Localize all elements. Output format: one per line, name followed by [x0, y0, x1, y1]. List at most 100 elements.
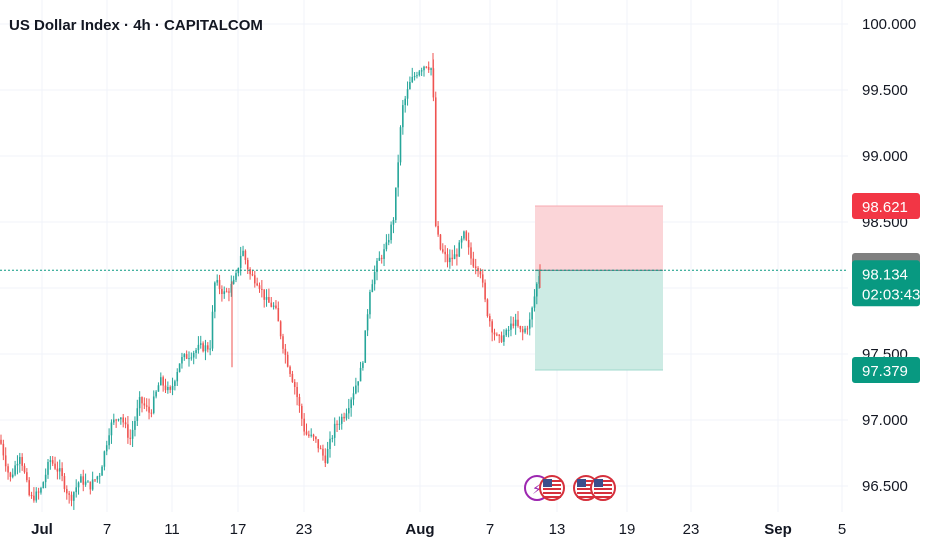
candle-body: [345, 413, 348, 419]
stop-loss-zone[interactable]: [535, 206, 663, 271]
us-flag-icon[interactable]: [590, 475, 616, 501]
candle-body: [322, 448, 324, 456]
candle-body: [16, 463, 19, 466]
time-axis[interactable]: Jul 7 11 17 23 Aug 7 13 19 23 Sep 5: [31, 521, 846, 538]
candle-body: [246, 259, 249, 270]
stop-loss-badge-text: 98.621: [862, 199, 908, 216]
time-tick-label: Jul: [31, 521, 53, 538]
candle-body: [479, 271, 482, 275]
candle-body: [477, 268, 479, 272]
candle-body: [291, 373, 294, 382]
candle-body: [75, 487, 77, 493]
candle-body: [392, 219, 395, 225]
candle-body: [348, 407, 350, 414]
candle-body: [371, 284, 374, 293]
candle-body: [30, 495, 33, 497]
candle-body: [446, 254, 449, 263]
candle-body: [514, 319, 517, 326]
price-tick-label: 96.500: [862, 478, 908, 495]
candle-body: [7, 466, 9, 473]
candle-body: [270, 302, 273, 307]
event-glyph-icon: ⚡: [532, 482, 542, 498]
candle-body: [357, 381, 359, 386]
candle-body: [164, 385, 167, 391]
candle-body: [298, 397, 301, 406]
candle-body: [481, 274, 484, 283]
candle-body: [209, 348, 211, 350]
candle-body: [517, 319, 519, 326]
candle-body: [467, 240, 470, 248]
candle-body: [49, 460, 52, 462]
candle-body: [223, 291, 226, 294]
candle-body: [82, 476, 85, 485]
candle-body: [174, 381, 176, 386]
time-tick-label: 23: [296, 521, 313, 538]
candle-body: [423, 66, 425, 71]
candle-body: [456, 254, 458, 257]
candle-body: [80, 476, 82, 483]
candle-body: [500, 335, 503, 342]
candle-body: [141, 397, 143, 404]
candle-body: [282, 336, 284, 349]
time-tick-label: 5: [838, 521, 846, 538]
event-icons[interactable]: ⚡: [524, 475, 616, 501]
candle-body: [190, 357, 193, 359]
candle-body: [47, 461, 49, 475]
candle-body: [383, 249, 385, 259]
current-price-badge: [852, 260, 920, 307]
time-tick-label: 13: [549, 521, 566, 538]
candle-body: [202, 343, 204, 352]
candle-body: [134, 420, 136, 430]
candle-body: [23, 465, 26, 473]
candle-body: [296, 386, 298, 398]
candle-body: [108, 435, 110, 446]
candle-body: [387, 240, 390, 243]
candle-body: [54, 463, 56, 469]
candle-body: [42, 482, 45, 489]
candle-body: [470, 247, 472, 259]
candle-body: [178, 363, 181, 372]
candle-body: [366, 314, 369, 331]
candle-body: [254, 275, 256, 284]
candle-body: [376, 260, 378, 273]
candle-body: [350, 399, 352, 408]
candle-body: [110, 422, 113, 436]
candle-body: [493, 332, 496, 335]
candle-body: [521, 329, 524, 333]
candle-body: [61, 468, 63, 477]
candle-body: [460, 238, 463, 243]
candle-body: [496, 334, 498, 336]
candle-body: [524, 328, 526, 333]
take-profit-zone[interactable]: [535, 270, 663, 370]
candle-body: [364, 330, 367, 363]
candle-body: [21, 457, 23, 466]
candle-body: [411, 77, 414, 83]
candle-body: [289, 366, 291, 374]
time-tick-label: 23: [683, 521, 700, 538]
us-flag-icon[interactable]: [539, 475, 565, 501]
candle-body: [324, 455, 327, 464]
candle-body: [11, 474, 14, 477]
candle-body: [239, 255, 242, 268]
candle-body: [442, 249, 444, 252]
price-tick-label: 99.000: [862, 148, 908, 165]
candle-body: [261, 288, 263, 290]
candle-body: [37, 491, 40, 493]
candle-body: [399, 127, 402, 163]
candle-body: [317, 439, 320, 449]
candle-body: [528, 319, 531, 329]
candle-body: [14, 465, 16, 475]
time-tick-label: Aug: [405, 521, 434, 538]
candle-body: [378, 257, 381, 261]
candle-body: [402, 105, 404, 128]
candle-body: [87, 481, 89, 483]
candle-body: [192, 352, 195, 358]
candle-body: [277, 308, 280, 322]
candle-body: [155, 391, 157, 397]
candle-body: [145, 405, 148, 407]
candle-body: [2, 443, 5, 456]
candle-body: [265, 297, 268, 300]
candle-body: [329, 438, 331, 449]
